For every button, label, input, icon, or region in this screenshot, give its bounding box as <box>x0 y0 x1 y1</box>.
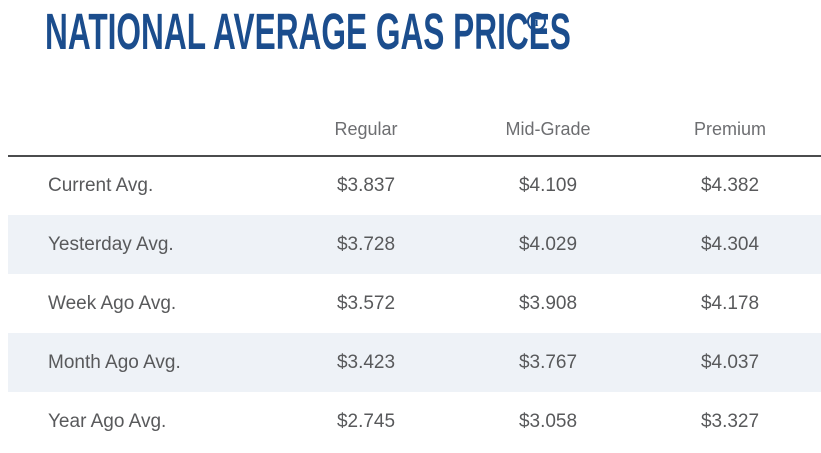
column-header-regular: Regular <box>334 119 398 139</box>
column-header-mid-grade: Mid-Grade <box>505 119 591 139</box>
row-label: Current Avg. <box>48 175 154 196</box>
row-label: Month Ago Avg. <box>48 351 181 373</box>
page-title: NATIONAL AVERAGE GAS PRICES <box>45 3 571 60</box>
cell-regular: $3.423 <box>336 351 396 373</box>
cell-regular: $3.572 <box>336 292 396 314</box>
header-corner-cell <box>8 110 275 156</box>
header-row: Regular Mid-Grade Premium <box>8 110 821 156</box>
table-row-month-ago-avg: Month Ago Avg. $3.423 $3.767 $4.037 <box>8 333 821 392</box>
table-row-current-avg: Current Avg. $3.837 $4.109 $4.382 <box>8 156 821 215</box>
cell-premium: $4.037 <box>700 351 760 373</box>
cell-regular: $2.745 <box>336 410 396 432</box>
table-header: Regular Mid-Grade Premium <box>8 110 821 156</box>
table-row-week-ago-avg: Week Ago Avg. $3.572 $3.908 $4.178 <box>8 274 821 333</box>
info-icon[interactable]: i <box>527 12 546 31</box>
cell-mid-grade: $4.029 <box>518 233 578 255</box>
cell-mid-grade: $4.109 <box>518 175 578 196</box>
cell-premium: $4.382 <box>700 175 760 196</box>
cell-regular: $3.728 <box>336 233 396 255</box>
cell-premium: $4.304 <box>700 233 760 255</box>
cell-mid-grade: $3.908 <box>518 292 578 314</box>
column-header-premium: Premium <box>693 119 766 139</box>
cell-mid-grade: $3.767 <box>518 351 578 373</box>
row-label: Year Ago Avg. <box>48 410 167 432</box>
table-row-yesterday-avg: Yesterday Avg. $3.728 $4.029 $4.304 <box>8 215 821 274</box>
table-body: Current Avg. $3.837 $4.109 $4.382 Yester… <box>8 156 821 451</box>
table-row-year-ago-avg: Year Ago Avg. $2.745 $3.058 $3.327 <box>8 392 821 451</box>
row-label: Week Ago Avg. <box>48 292 177 314</box>
cell-premium: $3.327 <box>700 410 760 432</box>
row-label: Yesterday Avg. <box>48 233 174 255</box>
cell-mid-grade: $3.058 <box>518 410 578 432</box>
info-icon-glyph: i <box>534 14 539 29</box>
gas-prices-table: Regular Mid-Grade Premium Current Avg. $… <box>8 110 821 451</box>
cell-premium: $4.178 <box>700 292 760 314</box>
page-header: NATIONAL AVERAGE GAS PRICES i <box>45 6 821 68</box>
cell-regular: $3.837 <box>336 175 396 196</box>
